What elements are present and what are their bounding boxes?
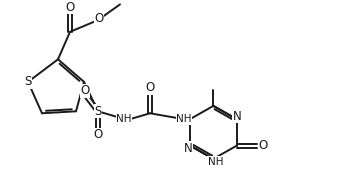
Text: S: S bbox=[94, 105, 102, 118]
Text: N: N bbox=[184, 142, 192, 155]
Text: S: S bbox=[24, 75, 32, 88]
Text: O: O bbox=[65, 1, 75, 14]
Text: O: O bbox=[95, 12, 104, 25]
Text: NH: NH bbox=[116, 114, 132, 124]
Text: N: N bbox=[232, 110, 241, 123]
Text: O: O bbox=[258, 139, 267, 152]
Text: NH: NH bbox=[208, 157, 223, 167]
Text: O: O bbox=[93, 128, 103, 141]
Text: O: O bbox=[145, 81, 155, 94]
Text: NH: NH bbox=[176, 114, 192, 124]
Text: O: O bbox=[80, 84, 90, 97]
